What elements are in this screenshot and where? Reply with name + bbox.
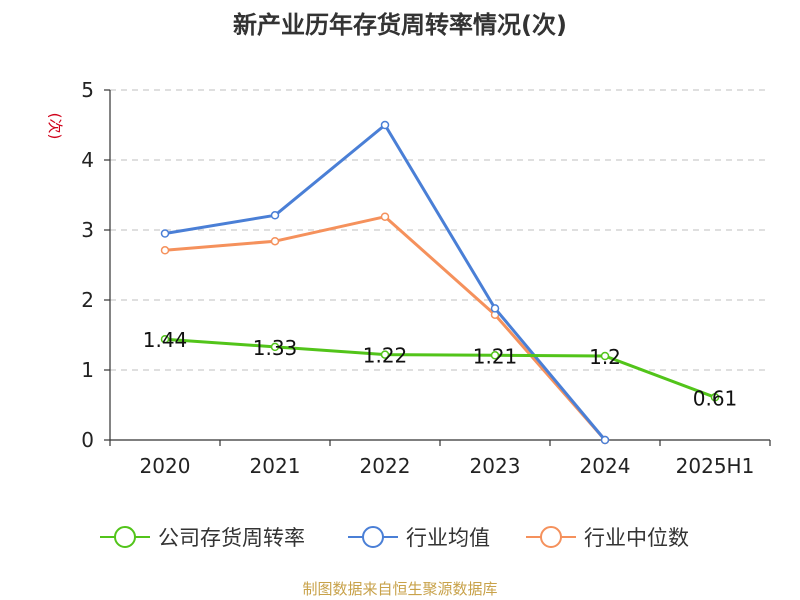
data-label: 0.61 [693, 386, 738, 410]
x-tick-label: 2024 [580, 454, 631, 478]
data-point [160, 334, 170, 344]
legend-marker [540, 526, 562, 548]
data-point [270, 236, 280, 246]
y-tick-label: 3 [81, 218, 94, 242]
series-lines [160, 120, 720, 445]
legend-marker [362, 526, 384, 548]
data-point [490, 351, 500, 360]
y-tick-label: 1 [81, 358, 94, 382]
y-tick-label: 4 [81, 148, 94, 172]
y-tick-label: 5 [81, 78, 94, 102]
data-label: 1.33 [253, 336, 298, 360]
data-point [600, 351, 610, 361]
y-axis-label: (次) [46, 113, 64, 140]
data-point [380, 350, 390, 359]
x-tick-label: 2021 [250, 454, 301, 478]
x-tick-label: 2025H1 [676, 454, 755, 478]
data-point [710, 393, 720, 402]
legend-entry[interactable]: 行业中位数 [584, 526, 689, 550]
data-point [380, 120, 390, 130]
legend-entry[interactable]: 公司存货周转率 [158, 526, 305, 550]
x-tick-label: 2022 [360, 454, 411, 478]
data-point [270, 342, 280, 352]
axes: 0 1 2 3 4 5 2020 2021 2022 2023 2024 2025H1 [81, 78, 771, 478]
x-tick-label: 2020 [140, 454, 191, 478]
data-label: 1.22 [363, 344, 408, 368]
source-note: 制图数据来自恒生聚源数据库 [302, 580, 497, 598]
series-line [164, 123, 607, 441]
series-line [164, 215, 607, 441]
y-tick-label: 0 [81, 428, 94, 452]
data-point [160, 246, 170, 255]
gridlines [110, 89, 770, 371]
data-label: 1.44 [143, 328, 188, 352]
chart-title: 新产业历年存货周转率情况(次) [233, 11, 567, 39]
x-tick-label: 2023 [470, 454, 521, 478]
data-point [600, 435, 610, 445]
data-label: 1.21 [473, 344, 518, 368]
data-point [490, 304, 500, 313]
series-line [164, 337, 716, 399]
legend-entry[interactable]: 行业均值 [406, 526, 490, 550]
data-label: 1.2 [589, 345, 621, 369]
data-point [160, 229, 170, 238]
data-point [380, 212, 390, 221]
y-tick-label: 2 [81, 288, 94, 312]
data-labels: 1.44 1.33 1.22 1.21 1.2 0.61 [143, 328, 738, 410]
legend[interactable]: 公司存货周转率 行业均值 行业中位数 [100, 526, 689, 550]
legend-marker [114, 526, 136, 548]
data-point [270, 211, 280, 220]
